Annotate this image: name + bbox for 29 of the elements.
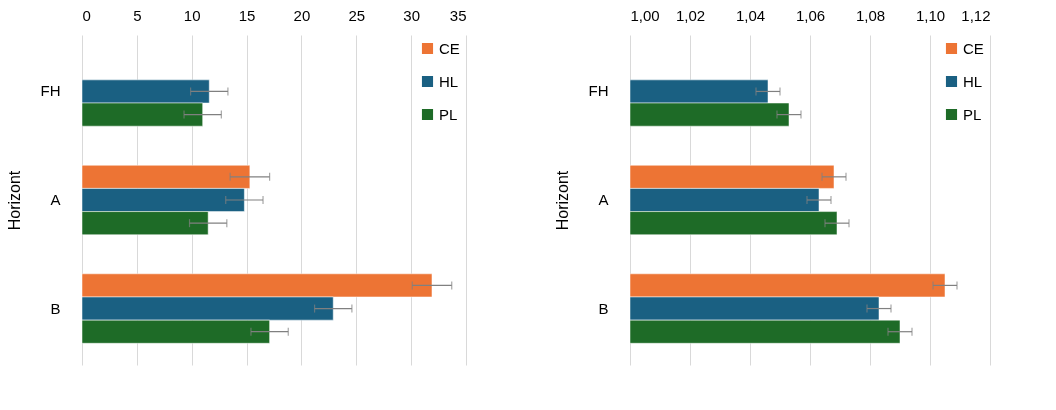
y-tick-label: B — [50, 299, 61, 317]
y-tick-label: FH — [588, 82, 609, 100]
x-tick-label: 25 — [348, 6, 366, 24]
x-tick-label: 1,02 — [675, 6, 706, 24]
y-axis-title: Horizont — [553, 170, 571, 231]
legend-label: PL — [439, 105, 458, 123]
legend-label: CE — [439, 39, 460, 57]
x-tick-label: 1,04 — [735, 6, 766, 24]
legend-label: HL — [963, 72, 983, 90]
y-axis-title: Horizont — [5, 170, 23, 231]
legend-label: HL — [439, 72, 459, 90]
legend-label: CE — [963, 39, 984, 57]
legend-label: PL — [963, 105, 982, 123]
x-tick-label: 10 — [183, 6, 201, 24]
x-tick-label: 0 — [82, 6, 91, 24]
x-tick-label: 20 — [293, 6, 311, 24]
x-tick-label: 1,06 — [795, 6, 826, 24]
x-tick-label: 35 — [449, 6, 467, 24]
x-tick-label: 1,00 — [630, 6, 660, 24]
x-tick-label: 5 — [133, 6, 142, 24]
x-tick-label: 30 — [403, 6, 420, 24]
x-tick-label: 1,10 — [915, 6, 946, 24]
x-tick-label: 1,12 — [961, 6, 991, 24]
y-tick-label: A — [598, 191, 609, 208]
x-tick-label: 15 — [238, 6, 256, 24]
y-tick-label: FH — [40, 82, 61, 100]
y-tick-label: B — [598, 299, 609, 317]
y-tick-label: A — [50, 191, 61, 208]
x-tick-label: 1,08 — [855, 6, 886, 24]
